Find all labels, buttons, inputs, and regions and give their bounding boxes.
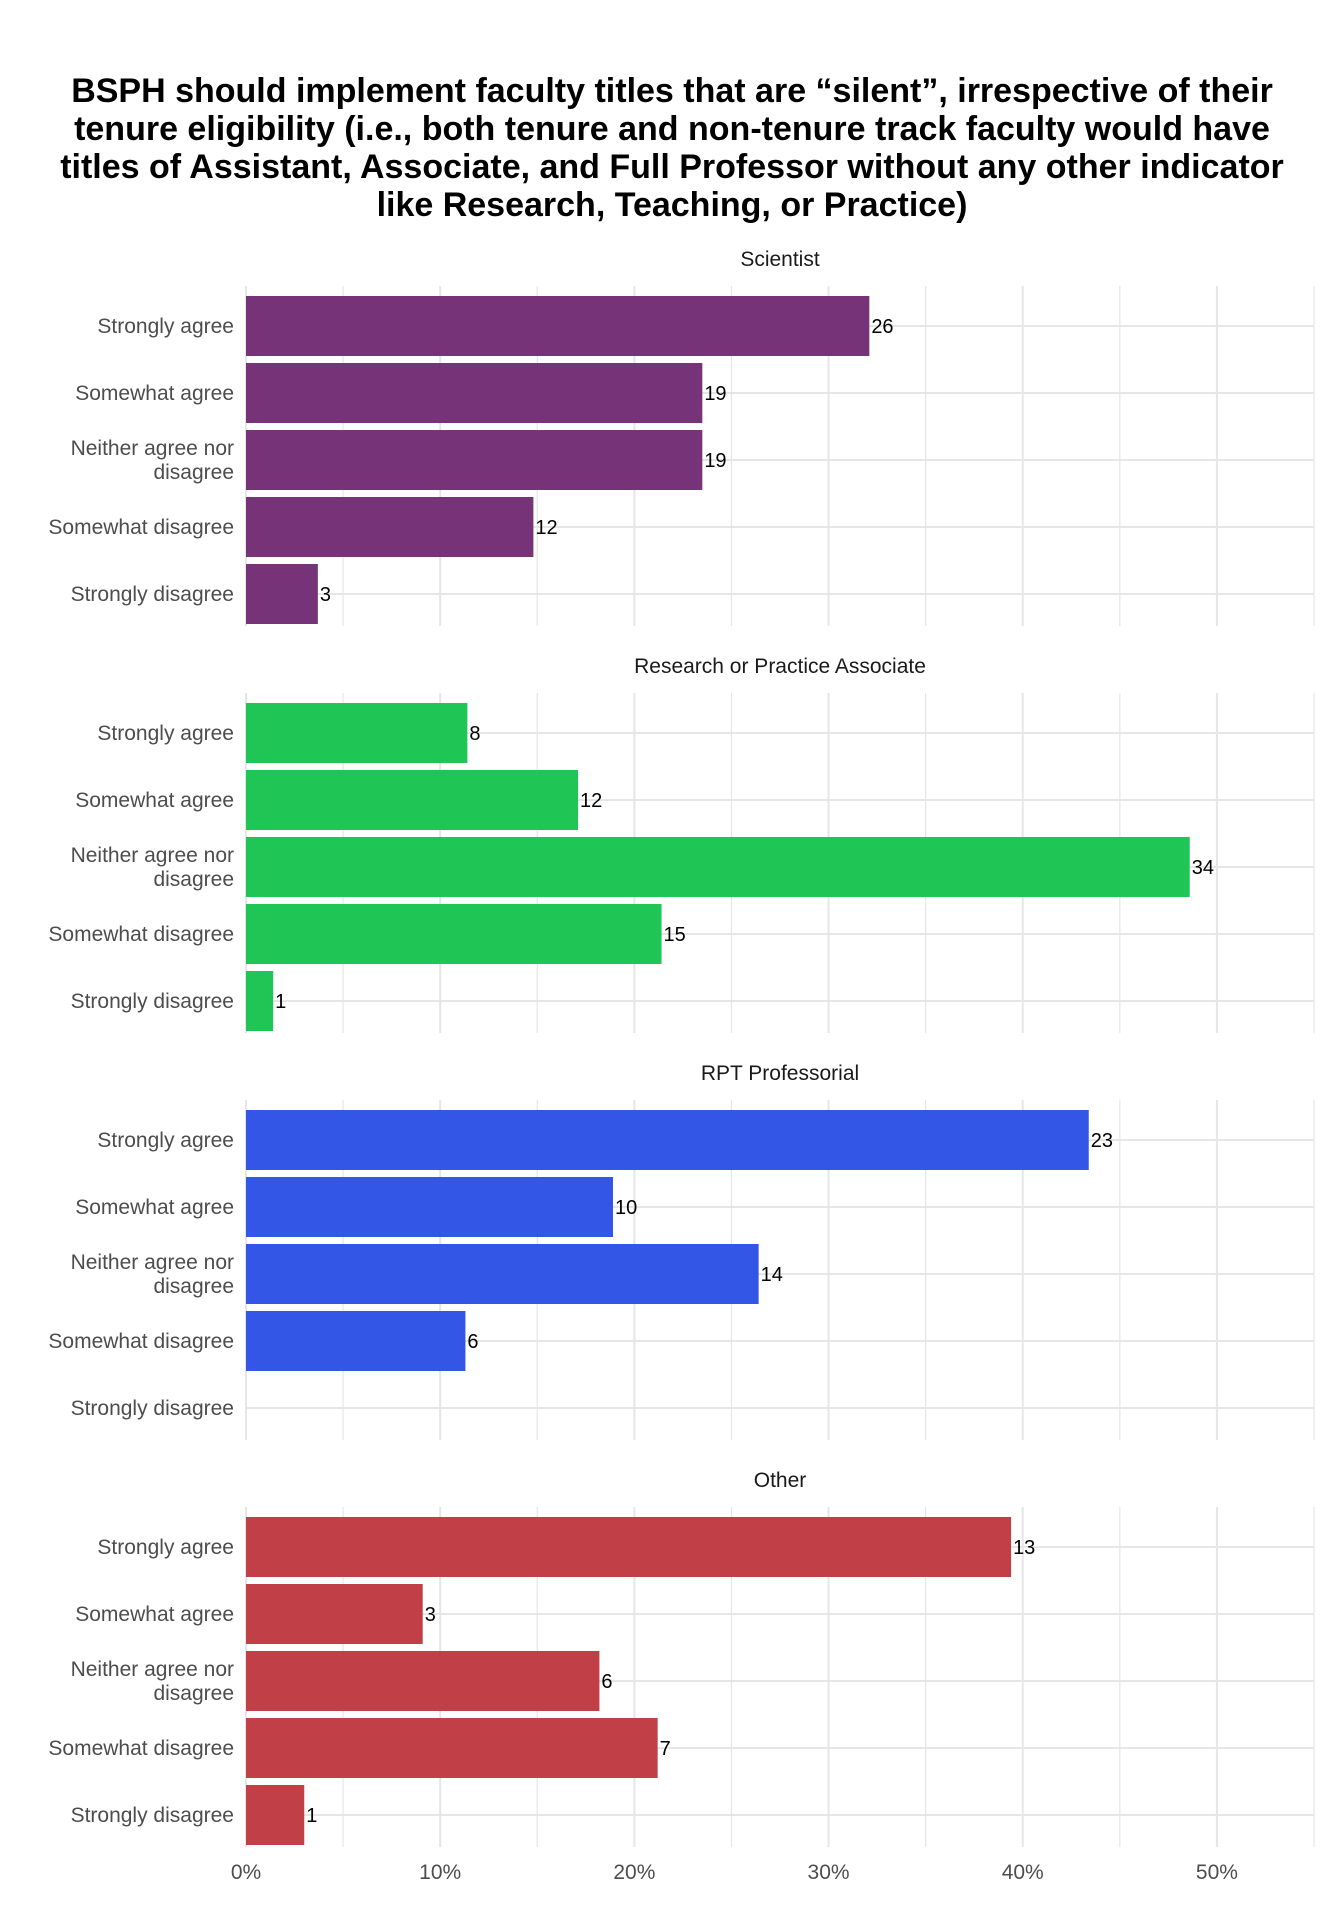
category-label-line: disagree bbox=[153, 1682, 234, 1705]
category-label-strongly-disagree: Strongly disagree bbox=[71, 583, 234, 606]
bar-scientist-strongly-disagree bbox=[246, 564, 318, 624]
panel-strip-label-research-or-practice-associate: Research or Practice Associate bbox=[634, 655, 926, 678]
category-label-line: Neither agree nor bbox=[71, 437, 234, 460]
category-label-line: Neither agree nor bbox=[71, 1658, 234, 1681]
data-label-other-neither-agree-nor-disagree: 6 bbox=[601, 1671, 612, 1693]
data-label-research-or-practice-associate-strongly-disagree: 1 bbox=[275, 991, 286, 1013]
bar-research-or-practice-associate-somewhat-disagree bbox=[246, 904, 662, 964]
x-tick-label: 10% bbox=[419, 1861, 461, 1884]
category-label-somewhat-disagree: Somewhat disagree bbox=[48, 1737, 234, 1760]
bar-other-somewhat-agree bbox=[246, 1584, 423, 1644]
data-label-other-strongly-disagree: 1 bbox=[306, 1805, 317, 1827]
data-label-scientist-somewhat-agree: 19 bbox=[704, 383, 726, 405]
category-label-strongly-agree: Strongly agree bbox=[97, 722, 234, 745]
category-label-line: disagree bbox=[153, 461, 234, 484]
chart-title: BSPH should implement faculty titles tha… bbox=[60, 72, 1284, 224]
category-label-line: Neither agree nor bbox=[71, 1251, 234, 1274]
bar-rpt-professorial-neither-agree-nor-disagree bbox=[246, 1244, 759, 1304]
bar-rpt-professorial-strongly-agree bbox=[246, 1110, 1089, 1170]
bar-scientist-somewhat-agree bbox=[246, 363, 703, 423]
x-tick-label: 40% bbox=[1002, 1861, 1044, 1884]
data-label-rpt-professorial-somewhat-disagree: 6 bbox=[467, 1331, 478, 1353]
data-label-scientist-strongly-agree: 26 bbox=[871, 316, 893, 338]
category-label-strongly-agree: Strongly agree bbox=[97, 1536, 234, 1559]
category-label-strongly-disagree: Strongly disagree bbox=[71, 990, 234, 1013]
bar-research-or-practice-associate-strongly-disagree bbox=[246, 971, 274, 1031]
category-label-line: disagree bbox=[153, 1275, 234, 1298]
bar-rpt-professorial-somewhat-disagree bbox=[246, 1311, 466, 1371]
bar-research-or-practice-associate-strongly-agree bbox=[246, 703, 468, 763]
data-label-other-somewhat-agree: 3 bbox=[425, 1604, 436, 1626]
category-label-line: disagree bbox=[153, 868, 234, 891]
category-label-somewhat-disagree: Somewhat disagree bbox=[48, 923, 234, 946]
category-label-strongly-agree: Strongly agree bbox=[97, 1129, 234, 1152]
category-label-neither-agree-nor-disagree: Neither agree nor disagree bbox=[71, 1658, 234, 1705]
bar-other-somewhat-disagree bbox=[246, 1718, 658, 1778]
bar-research-or-practice-associate-neither-agree-nor-disagree bbox=[246, 837, 1190, 897]
data-label-other-strongly-agree: 13 bbox=[1013, 1537, 1035, 1559]
category-label-neither-agree-nor-disagree: Neither agree nor disagree bbox=[71, 844, 234, 891]
panel-strip-label-rpt-professorial: RPT Professorial bbox=[701, 1062, 859, 1085]
x-tick-label: 50% bbox=[1196, 1861, 1238, 1884]
bar-other-strongly-agree bbox=[246, 1517, 1012, 1577]
bar-research-or-practice-associate-somewhat-agree bbox=[246, 770, 579, 830]
x-tick-label: 20% bbox=[613, 1861, 655, 1884]
data-label-other-somewhat-disagree: 7 bbox=[660, 1738, 671, 1760]
x-tick-label: 30% bbox=[808, 1861, 850, 1884]
category-label-somewhat-disagree: Somewhat disagree bbox=[48, 516, 234, 539]
category-label-strongly-disagree: Strongly disagree bbox=[71, 1397, 234, 1420]
data-label-rpt-professorial-strongly-agree: 23 bbox=[1091, 1130, 1113, 1152]
data-label-scientist-neither-agree-nor-disagree: 19 bbox=[704, 450, 726, 472]
data-label-research-or-practice-associate-somewhat-disagree: 15 bbox=[664, 924, 686, 946]
bar-rpt-professorial-somewhat-agree bbox=[246, 1177, 614, 1237]
category-label-somewhat-agree: Somewhat agree bbox=[75, 789, 234, 812]
panel-strip-label-other: Other bbox=[754, 1469, 807, 1492]
data-label-rpt-professorial-somewhat-agree: 10 bbox=[615, 1197, 637, 1219]
bar-other-neither-agree-nor-disagree bbox=[246, 1651, 600, 1711]
data-label-research-or-practice-associate-somewhat-agree: 12 bbox=[580, 790, 602, 812]
data-label-scientist-somewhat-disagree: 12 bbox=[535, 517, 557, 539]
category-label-neither-agree-nor-disagree: Neither agree nor disagree bbox=[71, 437, 234, 484]
category-label-somewhat-agree: Somewhat agree bbox=[75, 1603, 234, 1626]
category-label-line: Neither agree nor bbox=[71, 844, 234, 867]
panel-strip-label-scientist: Scientist bbox=[740, 248, 820, 271]
bar-scientist-neither-agree-nor-disagree bbox=[246, 430, 703, 490]
data-label-rpt-professorial-neither-agree-nor-disagree: 14 bbox=[761, 1264, 783, 1286]
bar-scientist-somewhat-disagree bbox=[246, 497, 534, 557]
category-label-neither-agree-nor-disagree: Neither agree nor disagree bbox=[71, 1251, 234, 1298]
data-label-research-or-practice-associate-strongly-agree: 8 bbox=[469, 723, 480, 745]
category-label-strongly-agree: Strongly agree bbox=[97, 315, 234, 338]
category-label-somewhat-agree: Somewhat agree bbox=[75, 382, 234, 405]
category-label-somewhat-disagree: Somewhat disagree bbox=[48, 1330, 234, 1353]
data-label-research-or-practice-associate-neither-agree-nor-disagree: 34 bbox=[1192, 857, 1214, 879]
bar-other-strongly-disagree bbox=[246, 1785, 305, 1845]
x-tick-label: 0% bbox=[231, 1861, 261, 1884]
data-label-scientist-strongly-disagree: 3 bbox=[320, 584, 331, 606]
bar-scientist-strongly-agree bbox=[246, 296, 870, 356]
category-label-somewhat-agree: Somewhat agree bbox=[75, 1196, 234, 1219]
category-label-strongly-disagree: Strongly disagree bbox=[71, 1804, 234, 1827]
